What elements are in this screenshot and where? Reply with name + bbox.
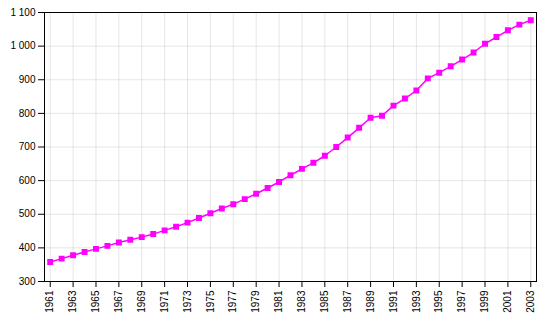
svg-text:1977: 1977 (227, 290, 238, 313)
svg-text:1997: 1997 (456, 290, 467, 313)
svg-text:1969: 1969 (136, 290, 147, 313)
svg-text:1995: 1995 (433, 290, 444, 313)
svg-text:1993: 1993 (411, 290, 422, 313)
svg-text:1989: 1989 (365, 290, 376, 313)
svg-text:1983: 1983 (296, 290, 307, 313)
svg-text:1981: 1981 (273, 290, 284, 313)
svg-text:1999: 1999 (479, 290, 490, 313)
svg-text:1963: 1963 (67, 290, 78, 313)
svg-text:1 000: 1 000 (10, 40, 35, 51)
svg-text:800: 800 (19, 108, 36, 119)
svg-text:300: 300 (19, 276, 36, 287)
svg-text:1961: 1961 (44, 290, 55, 313)
svg-text:400: 400 (19, 242, 36, 253)
svg-text:1967: 1967 (113, 290, 124, 313)
svg-text:1971: 1971 (159, 290, 170, 313)
svg-text:700: 700 (19, 141, 36, 152)
svg-text:600: 600 (19, 175, 36, 186)
svg-text:1973: 1973 (182, 290, 193, 313)
svg-text:500: 500 (19, 208, 36, 219)
svg-text:1975: 1975 (205, 290, 216, 313)
svg-text:2003: 2003 (525, 290, 536, 313)
svg-text:900: 900 (19, 74, 36, 85)
svg-text:1979: 1979 (250, 290, 261, 313)
svg-text:1985: 1985 (319, 290, 330, 313)
svg-text:1991: 1991 (388, 290, 399, 313)
svg-text:1 100: 1 100 (10, 7, 35, 18)
svg-text:1987: 1987 (342, 290, 353, 313)
svg-text:2001: 2001 (502, 290, 513, 313)
svg-text:1965: 1965 (90, 290, 101, 313)
